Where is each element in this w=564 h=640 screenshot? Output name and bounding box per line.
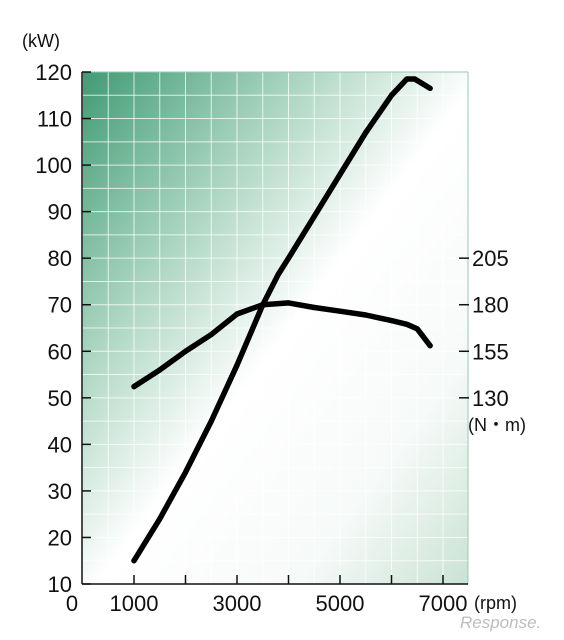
power-point	[337, 171, 343, 177]
left-axis-tick-label: 20	[48, 525, 72, 550]
power-point	[131, 558, 137, 564]
left-axis-tick-label: 10	[48, 572, 72, 597]
torque-point	[131, 384, 137, 390]
left-axis-tick-label: 30	[48, 479, 72, 504]
torque-point	[414, 326, 420, 332]
power-point	[311, 213, 317, 219]
power-point	[234, 362, 240, 368]
left-axis-tick-label: 90	[48, 200, 72, 225]
x-axis-tick-label: 7000	[419, 591, 468, 616]
x-axis-tick-label: 1000	[110, 591, 159, 616]
x-axis: 0 1000 3000 5000 7000	[66, 575, 468, 616]
torque-point	[157, 367, 163, 373]
power-point	[412, 76, 418, 82]
torque-point	[427, 343, 433, 349]
right-axis-tick-label: 130	[472, 386, 509, 411]
power-point	[388, 92, 395, 98]
torque-point	[208, 331, 214, 338]
series-layer	[131, 76, 433, 564]
power-point	[427, 85, 433, 91]
left-axis-tick-label: 80	[48, 246, 72, 271]
power-point	[157, 516, 163, 522]
torque-point	[363, 312, 369, 318]
torque-point	[404, 321, 410, 327]
x-axis-tick-label: 0	[66, 591, 78, 616]
power-point	[404, 76, 410, 82]
right-axis-unit-label: (N・m)	[468, 415, 526, 435]
left-axis-tick-label: 110	[37, 107, 72, 132]
torque-point	[182, 348, 189, 354]
torque-point	[234, 311, 240, 317]
power-point	[182, 469, 189, 475]
power-point	[285, 255, 292, 261]
torque-point	[337, 308, 343, 314]
left-axis-tick-label: 70	[48, 293, 72, 318]
torque-point	[388, 318, 395, 324]
left-y-axis: 10 20 30 40 50 60 70 80 90 100 110 120	[35, 60, 91, 597]
grid	[82, 71, 468, 585]
right-axis-tick-label: 205	[472, 246, 509, 271]
left-axis-tick-label: 60	[48, 339, 72, 364]
left-axis-unit-label: (kW)	[22, 31, 60, 51]
watermark: Response.	[460, 613, 541, 632]
torque-point	[285, 300, 292, 306]
torque-point	[260, 302, 266, 308]
left-axis-tick-label: 120	[35, 60, 72, 85]
power-point	[275, 271, 281, 278]
right-axis-tick-label: 180	[472, 293, 509, 318]
left-axis-tick-label: 40	[48, 432, 72, 457]
power-point	[363, 129, 369, 136]
power-point	[208, 418, 214, 424]
x-axis-unit-label: (rpm)	[474, 593, 517, 613]
torque-point	[311, 304, 317, 311]
right-axis-tick-label: 155	[472, 339, 509, 364]
right-y-axis: 130 155 180 205	[459, 246, 509, 411]
torque-curve	[131, 300, 433, 390]
left-axis-tick-label: 100	[35, 153, 72, 178]
left-axis-tick-label: 50	[48, 386, 72, 411]
x-axis-tick-label: 5000	[316, 591, 365, 616]
x-axis-tick-label: 3000	[213, 591, 262, 616]
